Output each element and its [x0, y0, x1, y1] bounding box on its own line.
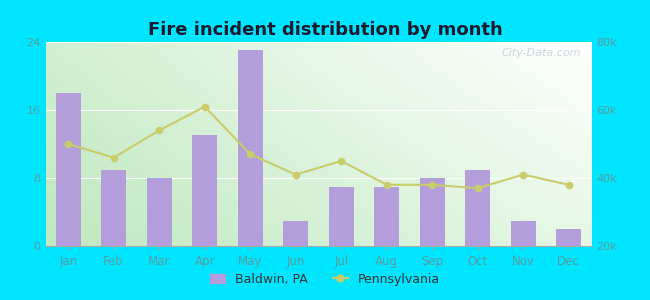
Text: City-Data.com: City-Data.com [501, 48, 580, 58]
Bar [465, 169, 490, 246]
Bar [192, 136, 217, 246]
Text: Fire incident distribution by month: Fire incident distribution by month [148, 21, 502, 39]
Bar [556, 229, 581, 246]
Bar [56, 93, 81, 246]
Bar [101, 169, 126, 246]
Bar [420, 178, 445, 246]
Bar [283, 220, 308, 246]
Bar [374, 187, 399, 246]
Bar [238, 50, 263, 246]
Bar [329, 187, 354, 246]
Bar [511, 220, 536, 246]
Bar [147, 178, 172, 246]
Legend: Baldwin, PA, Pennsylvania: Baldwin, PA, Pennsylvania [205, 268, 445, 291]
